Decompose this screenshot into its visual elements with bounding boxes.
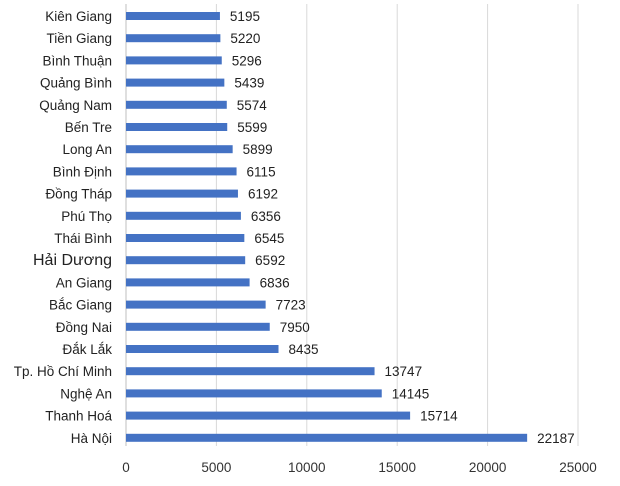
data-label: 15714 bbox=[420, 409, 458, 424]
category-labels: Kiên Giang Tiền Giang Bình Thuận Quảng Bình… bbox=[14, 9, 113, 446]
data-label: 5195 bbox=[230, 9, 260, 24]
bar bbox=[126, 189, 238, 198]
data-label: 6836 bbox=[260, 275, 290, 290]
data-label: 22187 bbox=[537, 431, 575, 446]
data-label: 5220 bbox=[230, 31, 260, 46]
data-label: 5599 bbox=[237, 120, 267, 135]
bar bbox=[126, 411, 411, 420]
bar bbox=[126, 367, 375, 376]
category-label: Tiền Giang bbox=[46, 31, 112, 46]
bar bbox=[126, 34, 221, 43]
bar bbox=[126, 322, 270, 331]
data-label: 8435 bbox=[289, 342, 319, 357]
category-label: Nghệ An bbox=[60, 386, 112, 401]
bar bbox=[126, 389, 382, 398]
bar bbox=[126, 234, 245, 242]
category-label: Thái Bình bbox=[54, 231, 112, 246]
gridlines bbox=[125, 4, 579, 446]
category-label: Hà Nội bbox=[71, 431, 112, 446]
data-label: 5899 bbox=[243, 142, 273, 157]
data-label: 6592 bbox=[255, 253, 285, 268]
bar bbox=[126, 256, 246, 265]
bar bbox=[126, 123, 228, 131]
bar bbox=[126, 278, 250, 287]
data-label: 6192 bbox=[248, 187, 278, 202]
data-label: 7950 bbox=[280, 320, 310, 335]
bar bbox=[126, 211, 241, 220]
x-tick-label: 5000 bbox=[201, 460, 231, 475]
x-tick-label: 15000 bbox=[378, 460, 416, 475]
category-label: Bắc Giang bbox=[49, 298, 112, 313]
x-tick-label: 20000 bbox=[469, 460, 507, 475]
category-label: Hải Dương bbox=[33, 252, 112, 269]
category-label: Tp. Hồ Chí Minh bbox=[14, 364, 112, 379]
value-labels: 5195 5220 5296 5439 5574 5599 5899 6115 6192 6356… bbox=[230, 9, 575, 446]
bars bbox=[126, 12, 528, 442]
category-label: Đắk Lắk bbox=[62, 342, 112, 357]
bar bbox=[126, 78, 225, 87]
bar bbox=[126, 300, 266, 309]
category-label: Thanh Hoá bbox=[45, 409, 112, 424]
data-label: 6115 bbox=[247, 164, 276, 179]
data-label: 6545 bbox=[254, 231, 284, 246]
category-label: Đồng Nai bbox=[56, 320, 112, 335]
data-label: 5574 bbox=[237, 98, 268, 113]
x-tick-label: 10000 bbox=[288, 460, 326, 475]
bar bbox=[126, 56, 222, 65]
category-label: Phú Thọ bbox=[61, 209, 112, 224]
x-axis-tick-labels: 0 5000 10000 15000 20000 25000 bbox=[122, 460, 597, 475]
bar bbox=[126, 345, 279, 353]
category-label: Bến Tre bbox=[65, 120, 112, 135]
bar bbox=[126, 100, 227, 109]
data-label: 14145 bbox=[392, 386, 430, 401]
category-label: Quảng Nam bbox=[39, 98, 112, 113]
bar bbox=[126, 167, 237, 176]
x-tick-label: 0 bbox=[122, 460, 130, 475]
category-label: Đồng Tháp bbox=[45, 187, 112, 202]
category-label: Long An bbox=[62, 142, 112, 157]
category-label: Bình Thuận bbox=[42, 53, 112, 68]
bar bbox=[126, 433, 528, 442]
data-label: 5296 bbox=[232, 53, 262, 68]
category-label: Quảng Bình bbox=[40, 76, 112, 91]
data-label: 6356 bbox=[251, 209, 281, 224]
data-label: 7723 bbox=[276, 298, 306, 313]
bar bbox=[126, 145, 233, 154]
data-label: 13747 bbox=[385, 364, 423, 379]
category-label: Bình Định bbox=[53, 164, 112, 179]
category-label: An Giang bbox=[56, 275, 112, 290]
bar bbox=[126, 12, 220, 20]
data-label: 5439 bbox=[234, 76, 264, 91]
category-label: Kiên Giang bbox=[45, 9, 112, 24]
x-tick-label: 25000 bbox=[559, 460, 597, 475]
